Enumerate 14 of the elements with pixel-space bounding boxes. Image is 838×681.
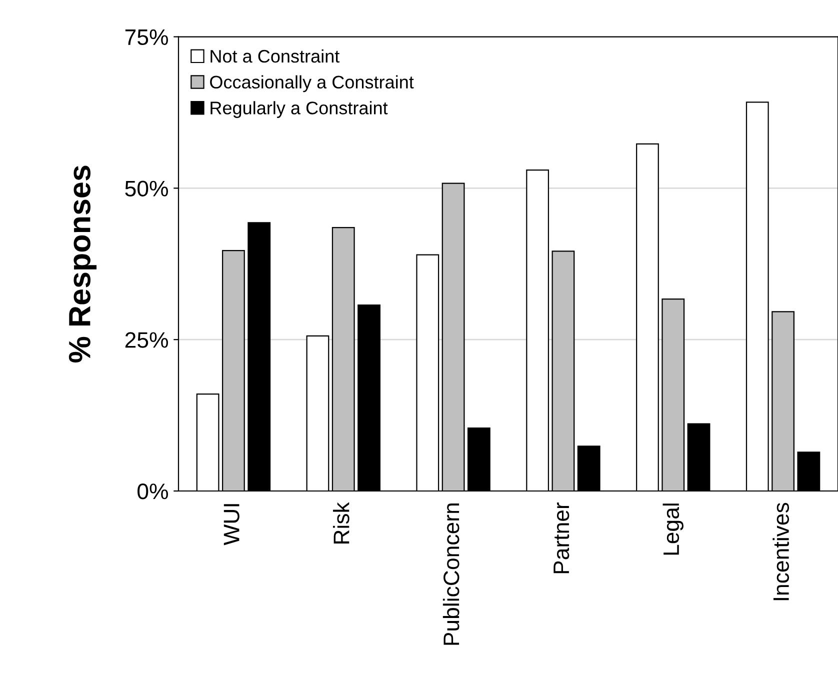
y-tick-label: 50%	[125, 180, 168, 196]
legend-label: Not a Constraint	[210, 49, 340, 63]
x-tick-label: Incentives	[772, 502, 790, 600]
y-axis-title: % Responses	[68, 166, 97, 362]
x-tick-label: Legal	[662, 504, 684, 555]
legend-label: Occasionally a Constraint	[210, 75, 414, 92]
legend-label: Regularly a Constraint	[210, 101, 388, 118]
y-tick-label: 25%	[125, 332, 168, 348]
x-tick-label: WUI	[224, 504, 240, 546]
y-tick-label: 75%	[125, 29, 168, 46]
x-tick-label: Partner	[554, 502, 570, 574]
x-tick-label: Risk	[333, 502, 350, 544]
y-tick-label: 0%	[138, 484, 168, 500]
x-tick-label: PublicConcern	[442, 504, 460, 645]
